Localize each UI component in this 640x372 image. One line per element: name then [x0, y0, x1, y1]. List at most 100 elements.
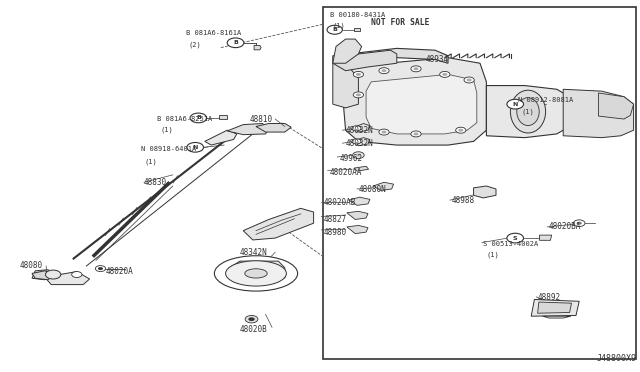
Circle shape — [413, 67, 419, 70]
Text: (1): (1) — [144, 158, 157, 165]
Circle shape — [442, 73, 447, 76]
Text: B: B — [196, 115, 201, 121]
Text: S 00513-4002A: S 00513-4002A — [483, 241, 538, 247]
Polygon shape — [333, 63, 358, 108]
Polygon shape — [342, 58, 486, 145]
Polygon shape — [227, 124, 269, 135]
Text: (2): (2) — [189, 41, 202, 48]
Circle shape — [95, 266, 106, 272]
Circle shape — [45, 270, 61, 279]
Text: 48032N: 48032N — [346, 139, 373, 148]
Circle shape — [381, 69, 387, 72]
Polygon shape — [219, 115, 227, 119]
Text: N: N — [193, 145, 198, 150]
Bar — [323, 7, 636, 359]
Polygon shape — [333, 39, 362, 63]
Circle shape — [507, 233, 524, 243]
Circle shape — [352, 126, 361, 131]
Circle shape — [467, 78, 472, 81]
Circle shape — [356, 154, 361, 157]
Text: (1): (1) — [333, 23, 346, 29]
Polygon shape — [354, 28, 360, 31]
Text: 48988: 48988 — [451, 196, 474, 205]
Text: 48342N: 48342N — [240, 248, 268, 257]
Text: 48020AA: 48020AA — [330, 169, 362, 177]
Polygon shape — [254, 45, 261, 50]
Polygon shape — [229, 261, 285, 278]
Text: B 00180-8431A: B 00180-8431A — [330, 12, 385, 18]
Text: S: S — [513, 235, 518, 241]
Polygon shape — [543, 316, 571, 318]
Circle shape — [248, 317, 255, 321]
Circle shape — [464, 77, 474, 83]
Circle shape — [440, 71, 450, 77]
Polygon shape — [531, 299, 579, 316]
Polygon shape — [486, 86, 570, 138]
Text: N: N — [513, 102, 518, 107]
Text: B 081A6-8161A: B 081A6-8161A — [186, 31, 241, 36]
Circle shape — [353, 92, 364, 98]
Circle shape — [411, 66, 421, 72]
Text: N 08912-8081A: N 08912-8081A — [518, 97, 573, 103]
Polygon shape — [347, 225, 368, 234]
Polygon shape — [366, 74, 477, 134]
Circle shape — [379, 68, 389, 74]
Text: (1): (1) — [160, 127, 173, 134]
Text: (1): (1) — [486, 251, 499, 258]
Polygon shape — [32, 270, 54, 280]
Text: 48980: 48980 — [323, 228, 346, 237]
Circle shape — [227, 38, 244, 48]
Polygon shape — [538, 302, 572, 313]
Ellipse shape — [517, 98, 540, 126]
Circle shape — [573, 220, 585, 227]
Text: 48892: 48892 — [538, 293, 561, 302]
Polygon shape — [333, 50, 397, 71]
Polygon shape — [45, 272, 90, 285]
Ellipse shape — [511, 90, 545, 133]
Circle shape — [352, 139, 361, 144]
Polygon shape — [256, 124, 291, 132]
Polygon shape — [598, 93, 634, 119]
Circle shape — [507, 99, 524, 109]
Text: J48800X9: J48800X9 — [596, 354, 637, 363]
Polygon shape — [354, 166, 369, 171]
Circle shape — [190, 113, 207, 123]
Ellipse shape — [226, 261, 287, 286]
Circle shape — [458, 129, 463, 132]
Polygon shape — [347, 211, 368, 219]
Polygon shape — [540, 235, 552, 240]
Polygon shape — [563, 89, 634, 138]
Polygon shape — [333, 48, 448, 63]
Polygon shape — [243, 208, 314, 240]
Text: 48934: 48934 — [426, 55, 449, 64]
Polygon shape — [32, 271, 54, 280]
Text: N 08918-6401A: N 08918-6401A — [141, 146, 196, 152]
Text: 48827: 48827 — [323, 215, 346, 224]
Text: B: B — [332, 27, 337, 32]
Text: 48830: 48830 — [144, 178, 167, 187]
Polygon shape — [205, 130, 237, 145]
Text: NOT FOR SALE: NOT FOR SALE — [371, 18, 429, 27]
Text: 48032N: 48032N — [346, 126, 373, 135]
Circle shape — [379, 129, 389, 135]
Circle shape — [411, 131, 421, 137]
Text: 48020AB: 48020AB — [323, 198, 356, 207]
Text: 48080N: 48080N — [358, 185, 386, 194]
Text: B 081A6-8251A: B 081A6-8251A — [157, 116, 212, 122]
Circle shape — [72, 272, 82, 278]
Ellipse shape — [214, 256, 298, 291]
Text: 49962: 49962 — [339, 154, 362, 163]
Ellipse shape — [245, 269, 268, 278]
Text: 48020A: 48020A — [106, 267, 133, 276]
Circle shape — [327, 25, 342, 34]
Circle shape — [245, 315, 258, 323]
Circle shape — [353, 71, 364, 77]
Polygon shape — [354, 124, 370, 132]
Polygon shape — [354, 138, 370, 146]
Circle shape — [356, 93, 361, 96]
Text: 48080: 48080 — [19, 262, 42, 270]
Text: (1): (1) — [522, 108, 534, 115]
Text: 48020B: 48020B — [240, 325, 268, 334]
Text: 48020BA: 48020BA — [549, 222, 582, 231]
Text: B: B — [233, 40, 238, 45]
